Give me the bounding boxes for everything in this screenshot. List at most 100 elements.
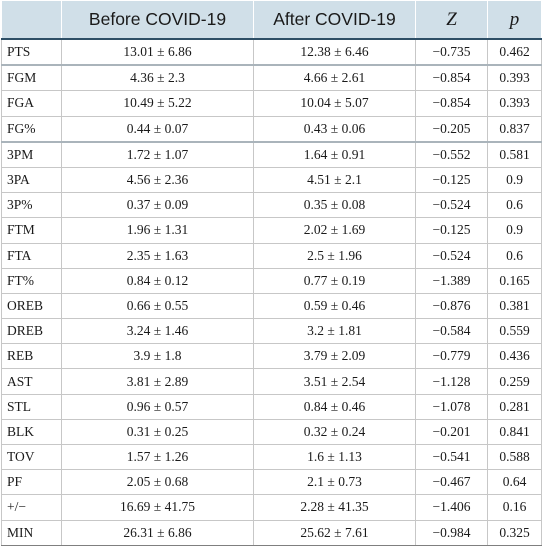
z-cell: −0.735 [416, 39, 488, 65]
z-cell: −0.854 [416, 91, 488, 116]
before-covid-cell: 1.72 ± 1.07 [62, 142, 254, 168]
stat-cell: STL [2, 394, 62, 419]
before-covid-cell: 16.69 ± 41.75 [62, 495, 254, 520]
header-row: Before COVID-19 After COVID-19 Z p [2, 1, 542, 40]
table-row: FG%0.44 ± 0.070.43 ± 0.06−0.2050.837 [2, 116, 542, 142]
table-row: DREB3.24 ± 1.463.2 ± 1.81−0.5840.559 [2, 319, 542, 344]
z-cell: −0.125 [416, 218, 488, 243]
p-cell: 0.64 [488, 470, 542, 495]
table-row: OREB0.66 ± 0.550.59 ± 0.46−0.8760.381 [2, 293, 542, 318]
p-cell: 0.259 [488, 369, 542, 394]
after-covid-cell: 0.77 ± 0.19 [254, 268, 416, 293]
stat-cell: MIN [2, 520, 62, 545]
table-row: BLK0.31 ± 0.250.32 ± 0.24−0.2010.841 [2, 419, 542, 444]
before-covid-cell: 2.35 ± 1.63 [62, 243, 254, 268]
stat-cell: PTS [2, 39, 62, 65]
before-covid-cell: 1.57 ± 1.26 [62, 445, 254, 470]
z-cell: −0.524 [416, 193, 488, 218]
table-row: TOV1.57 ± 1.261.6 ± 1.13−0.5410.588 [2, 445, 542, 470]
after-covid-cell: 10.04 ± 5.07 [254, 91, 416, 116]
after-covid-cell: 12.38 ± 6.46 [254, 39, 416, 65]
stat-cell: 3P% [2, 193, 62, 218]
before-covid-cell: 0.44 ± 0.07 [62, 116, 254, 142]
z-cell: −0.125 [416, 167, 488, 192]
before-covid-cell: 0.66 ± 0.55 [62, 293, 254, 318]
p-cell: 0.381 [488, 293, 542, 318]
before-covid-cell: 0.37 ± 0.09 [62, 193, 254, 218]
stat-cell: PF [2, 470, 62, 495]
before-covid-cell: 4.36 ± 2.3 [62, 65, 254, 91]
p-cell: 0.281 [488, 394, 542, 419]
p-cell: 0.6 [488, 193, 542, 218]
table-row: 3P%0.37 ± 0.090.35 ± 0.08−0.5240.6 [2, 193, 542, 218]
after-covid-cell: 2.02 ± 1.69 [254, 218, 416, 243]
p-cell: 0.462 [488, 39, 542, 65]
before-covid-cell: 0.31 ± 0.25 [62, 419, 254, 444]
stat-cell: BLK [2, 419, 62, 444]
z-cell: −0.552 [416, 142, 488, 168]
p-cell: 0.16 [488, 495, 542, 520]
stat-cell: FG% [2, 116, 62, 142]
header-after-covid: After COVID-19 [254, 1, 416, 40]
stat-cell: 3PM [2, 142, 62, 168]
after-covid-cell: 25.62 ± 7.61 [254, 520, 416, 545]
p-cell: 0.581 [488, 142, 542, 168]
table-row: FTA2.35 ± 1.632.5 ± 1.96−0.5240.6 [2, 243, 542, 268]
z-cell: −0.524 [416, 243, 488, 268]
header-p: p [488, 1, 542, 40]
stat-cell: FGA [2, 91, 62, 116]
before-covid-cell: 2.05 ± 0.68 [62, 470, 254, 495]
after-covid-cell: 3.51 ± 2.54 [254, 369, 416, 394]
header-stat [2, 1, 62, 40]
header-z: Z [416, 1, 488, 40]
z-cell: −0.541 [416, 445, 488, 470]
stat-cell: OREB [2, 293, 62, 318]
after-covid-cell: 1.64 ± 0.91 [254, 142, 416, 168]
after-covid-cell: 0.35 ± 0.08 [254, 193, 416, 218]
stat-cell: TOV [2, 445, 62, 470]
after-covid-cell: 2.28 ± 41.35 [254, 495, 416, 520]
z-cell: −0.779 [416, 344, 488, 369]
z-cell: −0.467 [416, 470, 488, 495]
p-cell: 0.436 [488, 344, 542, 369]
before-covid-cell: 0.84 ± 0.12 [62, 268, 254, 293]
table-row: PF2.05 ± 0.682.1 ± 0.73−0.4670.64 [2, 470, 542, 495]
table-header: Before COVID-19 After COVID-19 Z p [2, 1, 542, 40]
before-covid-cell: 13.01 ± 6.86 [62, 39, 254, 65]
before-covid-cell: 10.49 ± 5.22 [62, 91, 254, 116]
table-row: +/−16.69 ± 41.752.28 ± 41.35−1.4060.16 [2, 495, 542, 520]
after-covid-cell: 1.6 ± 1.13 [254, 445, 416, 470]
z-cell: −0.854 [416, 65, 488, 91]
before-covid-cell: 0.96 ± 0.57 [62, 394, 254, 419]
table-row: FGM4.36 ± 2.34.66 ± 2.61−0.8540.393 [2, 65, 542, 91]
table-row: 3PA4.56 ± 2.364.51 ± 2.1−0.1250.9 [2, 167, 542, 192]
table-row: FTM1.96 ± 1.312.02 ± 1.69−0.1250.9 [2, 218, 542, 243]
z-cell: −1.128 [416, 369, 488, 394]
header-before-covid: Before COVID-19 [62, 1, 254, 40]
after-covid-cell: 3.79 ± 2.09 [254, 344, 416, 369]
p-cell: 0.393 [488, 65, 542, 91]
before-covid-cell: 3.24 ± 1.46 [62, 319, 254, 344]
after-covid-cell: 2.1 ± 0.73 [254, 470, 416, 495]
stat-cell: DREB [2, 319, 62, 344]
z-cell: −0.205 [416, 116, 488, 142]
before-covid-cell: 1.96 ± 1.31 [62, 218, 254, 243]
z-cell: −1.406 [416, 495, 488, 520]
table-row: FGA10.49 ± 5.2210.04 ± 5.07−0.8540.393 [2, 91, 542, 116]
after-covid-cell: 0.84 ± 0.46 [254, 394, 416, 419]
p-cell: 0.393 [488, 91, 542, 116]
after-covid-cell: 0.59 ± 0.46 [254, 293, 416, 318]
p-cell: 0.559 [488, 319, 542, 344]
z-cell: −0.984 [416, 520, 488, 545]
after-covid-cell: 2.5 ± 1.96 [254, 243, 416, 268]
table-row: FT%0.84 ± 0.120.77 ± 0.19−1.3890.165 [2, 268, 542, 293]
p-cell: 0.165 [488, 268, 542, 293]
stat-cell: REB [2, 344, 62, 369]
after-covid-cell: 0.32 ± 0.24 [254, 419, 416, 444]
p-cell: 0.6 [488, 243, 542, 268]
z-cell: −1.078 [416, 394, 488, 419]
table-row: AST3.81 ± 2.893.51 ± 2.54−1.1280.259 [2, 369, 542, 394]
stat-cell: FTM [2, 218, 62, 243]
before-covid-cell: 3.81 ± 2.89 [62, 369, 254, 394]
